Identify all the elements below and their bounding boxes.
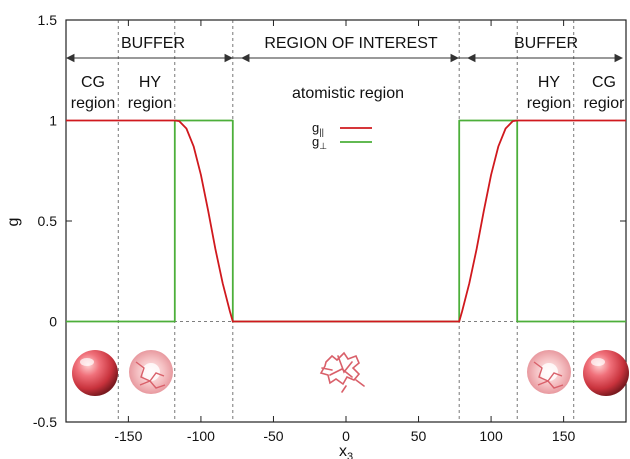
legend-label-parallel: g|| — [312, 120, 324, 137]
legend: g|| g⊥ — [312, 120, 372, 151]
x-tick-label: -150 — [114, 428, 142, 444]
hy-molecule-left — [129, 350, 173, 394]
hy-molecule-right — [527, 350, 571, 394]
x-tick-label: 100 — [479, 428, 503, 444]
y-tick-label: 0 — [49, 314, 57, 330]
x-tick-label: -100 — [187, 428, 215, 444]
y-tick-label: 1 — [49, 113, 57, 129]
y-axis-title: g — [5, 218, 22, 227]
hy-left-label: HY — [139, 74, 162, 91]
x-axis-title: x3 — [339, 443, 353, 459]
atomistic-region-label: atomistic region — [292, 85, 404, 102]
x-tick-label: 150 — [552, 428, 576, 444]
x-tick-label: -50 — [263, 428, 283, 444]
x-tick-labels: -150 -100 -50 0 50 100 150 — [114, 428, 575, 444]
region-boundaries — [117, 20, 575, 422]
series-group — [66, 119, 626, 323]
hy-left-label-2: region — [128, 95, 172, 112]
roi-label: REGION OF INTEREST — [264, 35, 438, 52]
region-arrows — [65, 53, 624, 63]
y-tick-label: -0.5 — [33, 414, 57, 430]
cg-left-label-2: region — [71, 95, 115, 112]
series-line-parallel — [66, 119, 626, 323]
x-tick-label: 50 — [411, 428, 427, 444]
cg-right-label-2: regior — [584, 95, 626, 112]
buffer-right-label: BUFFER — [514, 35, 578, 52]
legend-label-perpendicular: g⊥ — [312, 134, 327, 151]
x-tick-label: 0 — [342, 428, 350, 444]
cg-left-label: CG — [81, 74, 105, 91]
y-tick-label: 1.5 — [38, 12, 58, 28]
series-line-perpendicular — [66, 119, 626, 323]
cg-sphere-left — [72, 350, 118, 396]
buffer-left-label: BUFFER — [121, 35, 185, 52]
y-tick-labels: -0.5 0 0.5 1 1.5 — [33, 12, 57, 430]
cg-right-label: CG — [592, 74, 616, 91]
hy-right-label: HY — [538, 74, 561, 91]
atomistic-molecule — [319, 351, 365, 393]
cg-sphere-right — [583, 350, 629, 396]
hy-right-label-2: region — [527, 95, 571, 112]
y-tick-label: 0.5 — [38, 213, 58, 229]
